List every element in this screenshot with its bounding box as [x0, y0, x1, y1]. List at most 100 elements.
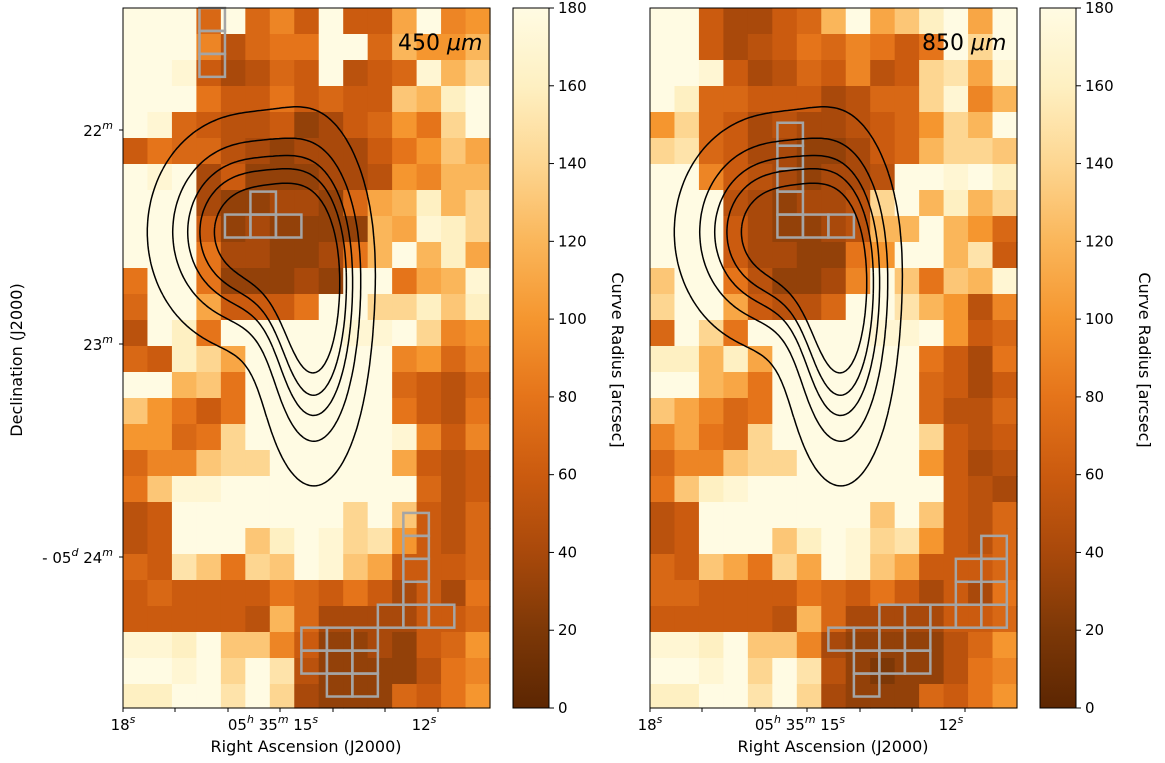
colorbar-tick-label: 60	[558, 466, 577, 484]
heatmap-cell	[698, 554, 724, 581]
heatmap-cell	[123, 86, 149, 113]
heatmap-cell	[674, 554, 700, 581]
heatmap-cell	[772, 606, 798, 633]
heatmap-cell	[992, 346, 1018, 373]
heatmap-cell	[968, 86, 994, 113]
heatmap-cell	[465, 580, 491, 607]
heatmap-cell	[894, 398, 920, 425]
heatmap-cell	[147, 502, 173, 529]
heatmap-cell	[796, 580, 822, 607]
heatmap-cell	[796, 34, 822, 61]
panel-label-450: 450 μm	[398, 31, 482, 56]
heatmap-cell	[416, 138, 442, 165]
heatmap-cell	[196, 632, 222, 659]
heatmap-cell	[698, 632, 724, 659]
heatmap-cell	[650, 450, 676, 477]
heatmap-cell	[698, 34, 724, 61]
heatmap-cell	[723, 658, 749, 685]
heatmap-cell	[968, 164, 994, 191]
heatmap-cell	[723, 632, 749, 659]
heatmap-cell	[196, 684, 222, 709]
heatmap-cell	[392, 632, 418, 659]
colorbar-title-850: Curve Radius [arcsec]	[1135, 272, 1154, 447]
heatmap-cell	[196, 554, 222, 581]
heatmap-cell	[220, 528, 246, 555]
heatmap-cell	[441, 8, 467, 35]
heatmap-cell	[465, 424, 491, 451]
heatmap-cell	[919, 424, 945, 451]
heatmap-cell	[772, 424, 798, 451]
heatmap-cell	[674, 450, 700, 477]
heatmap-cell	[919, 242, 945, 269]
heatmap-cell	[821, 424, 847, 451]
heatmap-cell	[796, 60, 822, 87]
heatmap-cell	[196, 190, 222, 217]
heatmap-cell	[343, 8, 369, 35]
heatmap-cell	[992, 632, 1018, 659]
x-tick-label-18s-450: 18s	[111, 713, 136, 734]
contours-450	[146, 106, 377, 487]
heatmap-cell	[650, 372, 676, 399]
heatmap-cell	[171, 684, 197, 709]
heatmap-cell	[992, 372, 1018, 399]
heatmap-cell	[245, 502, 271, 529]
y-axis-title: Declination (J2000)	[7, 283, 26, 436]
heatmap-cell	[294, 528, 320, 555]
heatmap-cell	[772, 450, 798, 477]
heatmap-cell	[318, 450, 344, 477]
heatmap-cell	[674, 528, 700, 555]
colorbar-tick-label: 80	[558, 388, 577, 406]
heatmap-cell	[650, 242, 676, 269]
heatmap-cell	[674, 190, 700, 217]
heatmap-cell	[992, 86, 1018, 113]
heatmap-cell	[441, 242, 467, 269]
heatmap-cell	[919, 554, 945, 581]
heatmap-cell	[367, 242, 393, 269]
heatmap-cell	[943, 372, 969, 399]
heatmap-cell	[943, 164, 969, 191]
heatmap-cell	[723, 346, 749, 373]
heatmap-cell	[674, 424, 700, 451]
heatmap-cell	[416, 372, 442, 399]
heatmap-cell	[318, 242, 344, 269]
heatmap-cell	[196, 424, 222, 451]
heatmap-cell	[343, 632, 369, 659]
heatmap-cell	[147, 528, 173, 555]
heatmap-cell	[367, 60, 393, 87]
heatmap-cell	[147, 606, 173, 633]
heatmap-cell	[992, 294, 1018, 321]
heatmap-cell	[269, 8, 295, 35]
y-tick-label-22m: 22m	[83, 119, 113, 140]
heatmap-cell	[674, 684, 700, 709]
heatmap-cell	[650, 502, 676, 529]
heatmap-cell	[992, 164, 1018, 191]
heatmap-cell	[245, 580, 271, 607]
heatmap-cell	[441, 658, 467, 685]
colorbar-450	[512, 7, 550, 709]
heatmap-cell	[220, 502, 246, 529]
heatmap-cell	[870, 502, 896, 529]
heatmap-cell	[465, 86, 491, 113]
contour-line	[726, 168, 875, 397]
heatmap-cell	[294, 294, 320, 321]
heatmap-cell	[796, 528, 822, 555]
heatmap-cell	[294, 34, 320, 61]
heatmap-cell	[294, 580, 320, 607]
heatmap-cell	[343, 528, 369, 555]
heatmap-cell	[294, 320, 320, 347]
heatmap-cell	[698, 658, 724, 685]
heatmap-cell	[845, 138, 871, 165]
heatmap-cell	[968, 294, 994, 321]
heatmap-cell	[943, 684, 969, 709]
heatmap-cell	[123, 554, 149, 581]
heatmap-cell	[392, 450, 418, 477]
heatmap-cell	[147, 164, 173, 191]
heatmap-cell	[343, 112, 369, 139]
heatmap-cell	[943, 424, 969, 451]
heatmap-cell	[943, 294, 969, 321]
heatmap-cell	[171, 294, 197, 321]
heatmap-cell	[367, 8, 393, 35]
heatmap-cell	[294, 424, 320, 451]
heatmap-cell	[870, 112, 896, 139]
colorbar-tick-label: 40	[1085, 543, 1104, 561]
